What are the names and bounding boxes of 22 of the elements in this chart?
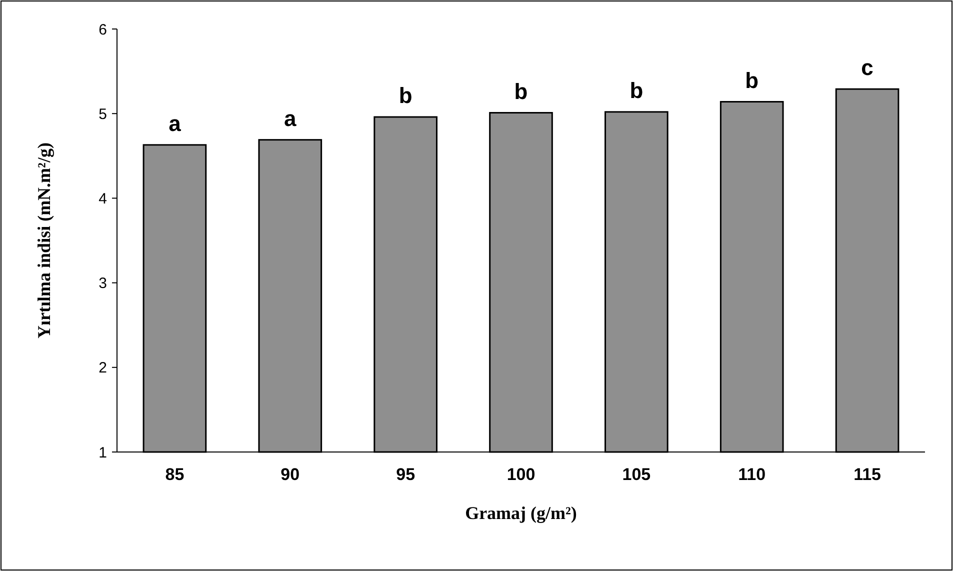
annotation: b — [630, 78, 644, 103]
y-tick-label: 4 — [98, 190, 107, 208]
annotation: b — [514, 78, 528, 104]
x-tick-label: 105 — [622, 465, 651, 484]
y-axis-title: Yırtılma indisi (mN.m²/g) — [34, 142, 54, 338]
y-tick-label: 6 — [98, 21, 107, 38]
x-tick-label: 110 — [738, 465, 766, 484]
x-axis-title: Gramaj (g/m²) — [465, 503, 577, 523]
annotation: b — [398, 82, 412, 108]
x-tick-label: 90 — [280, 465, 300, 484]
annotation: a — [284, 106, 298, 131]
y-tick-label: 1 — [98, 444, 107, 462]
x-tick-label: 100 — [506, 465, 536, 484]
annotation: c — [861, 55, 874, 80]
x-tick-label: 115 — [854, 465, 882, 484]
x-tick-label: 85 — [165, 465, 184, 484]
annotation: a — [168, 110, 182, 136]
y-tick-label: 5 — [98, 106, 107, 123]
x-tick-label: 95 — [396, 465, 416, 484]
y-tick-label: 2 — [98, 360, 107, 377]
y-tick-label: 3 — [98, 275, 107, 292]
annotation: b — [745, 68, 759, 93]
